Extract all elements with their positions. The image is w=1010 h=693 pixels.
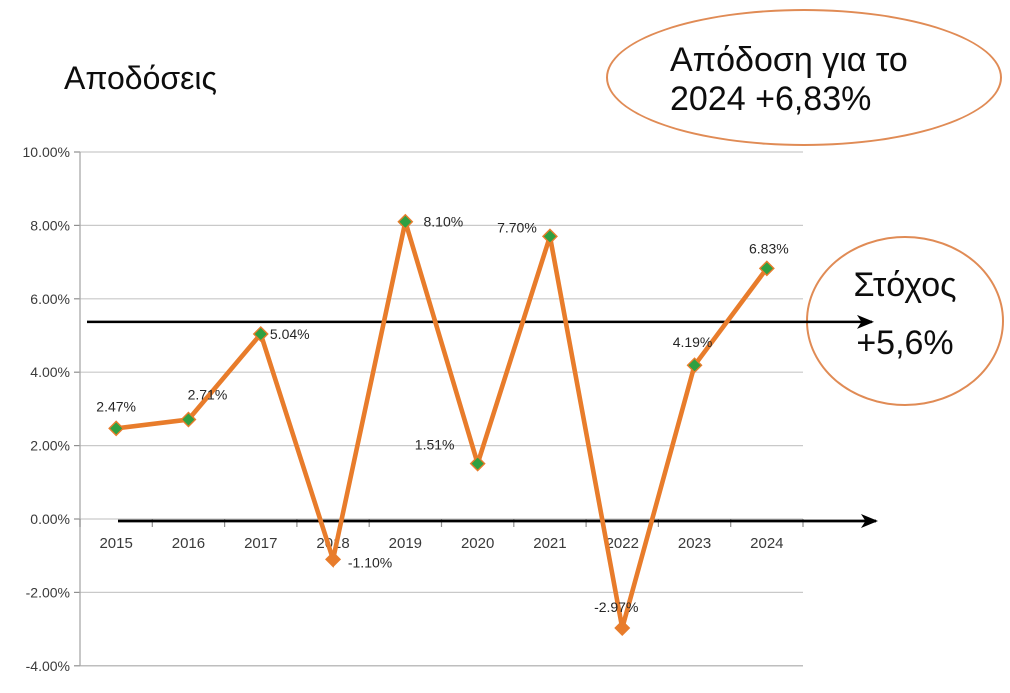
data-point-label-2023: 4.19% [673,334,713,350]
data-point-label-2016: 2.71% [188,387,228,403]
data-point-marker-2022 [614,620,631,636]
data-point-label-2022: -2.97% [594,599,638,615]
callout-2024-text: Απόδοση για το 2024 +6,83% [670,41,908,119]
x-axis-label: 2018 [316,535,349,552]
data-point-label-2018: -1.10% [348,554,392,570]
x-axis-label: 2016 [172,535,205,552]
x-axis-label: 2022 [606,535,639,552]
y-axis-label: 6.00% [30,291,70,307]
y-axis-label: -4.00% [26,658,70,674]
data-point-label-2015: 2.47% [96,398,136,414]
x-axis-label: 2019 [389,535,422,552]
y-axis-label: 4.00% [30,364,70,380]
x-axis-label: 2021 [533,535,566,552]
callout-ellipse-target: Στόχος +5,6% [806,236,1004,406]
chart-title: Αποδόσεις [64,60,217,96]
data-point-label-2019: 8.10% [423,214,463,230]
x-axis-label: 2017 [244,535,277,552]
data-point-label-2017: 5.04% [270,326,310,342]
data-point-marker-2017 [252,326,269,343]
data-point-marker-2015 [108,420,125,437]
y-axis-label: 10.00% [23,144,70,160]
data-point-marker-2021 [541,228,558,245]
y-axis-label: 0.00% [30,511,70,527]
data-point-marker-2016 [180,411,197,428]
y-axis-label: -2.00% [26,584,70,600]
callout-2024-line1: Απόδοση για το [670,41,908,79]
callout-ellipse-2024-return: Απόδοση για το 2024 +6,83% [606,9,1002,146]
target-label-title: Στόχος [853,266,957,304]
data-point-marker-2019 [397,213,414,230]
x-axis-label: 2015 [99,535,132,552]
data-point-marker-2024 [758,260,775,277]
y-axis-label: 2.00% [30,438,70,454]
data-point-marker-2020 [469,455,486,472]
data-point-marker-2023 [686,357,703,374]
series-line [115,221,769,629]
x-axis-label: 2020 [461,535,494,552]
x-axis-label: 2023 [678,535,711,552]
data-point-label-2021: 7.70% [497,219,537,235]
callout-2024-line2: 2024 +6,83% [670,80,872,118]
x-axis-label: 2024 [750,535,783,552]
data-point-marker-2018 [325,551,342,568]
data-point-label-2020: 1.51% [415,437,455,453]
target-label-value: +5,6% [856,324,954,362]
y-axis-label: 8.00% [30,217,70,233]
data-point-label-2024: 6.83% [749,240,789,256]
